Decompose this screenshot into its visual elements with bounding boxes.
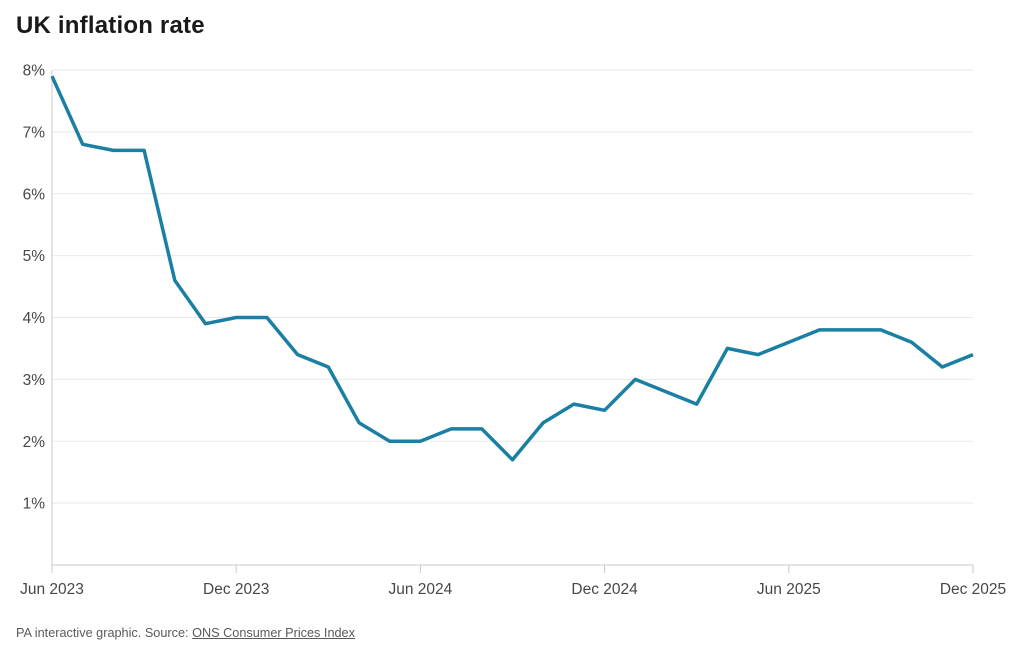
y-tick-label: 6% [23,186,46,203]
x-tick-label: Dec 2023 [203,581,269,598]
y-tick-label: 7% [23,124,46,141]
y-tick-label: 1% [23,496,46,513]
y-tick-label: 2% [23,434,46,451]
chart-title: UK inflation rate [16,12,205,39]
y-tick-label: 8% [23,63,46,80]
source-prefix: PA interactive graphic. Source: [16,626,193,640]
x-tick-label: Dec 2024 [571,581,638,598]
line-chart: 1% 2% 3% 4% 5% 6% 7% 8% Jun 2023 Dec 2023 Jun 2024… [20,63,1006,599]
x-tick-label: Jun 2024 [389,581,453,598]
y-tick-label: 4% [23,310,46,327]
source-note: PA interactive graphic. Source: ONS Cons… [16,626,355,640]
y-tick-label: 3% [23,372,46,389]
x-tick-label: Dec 2025 [940,581,1006,598]
x-tick-label: Jun 2023 [20,581,84,598]
y-tick-label: 5% [23,248,46,265]
source-link[interactable]: ONS Consumer Prices Index [192,626,355,640]
inflation-rate-line [50,75,974,462]
x-tick-label: Jun 2025 [757,581,821,598]
